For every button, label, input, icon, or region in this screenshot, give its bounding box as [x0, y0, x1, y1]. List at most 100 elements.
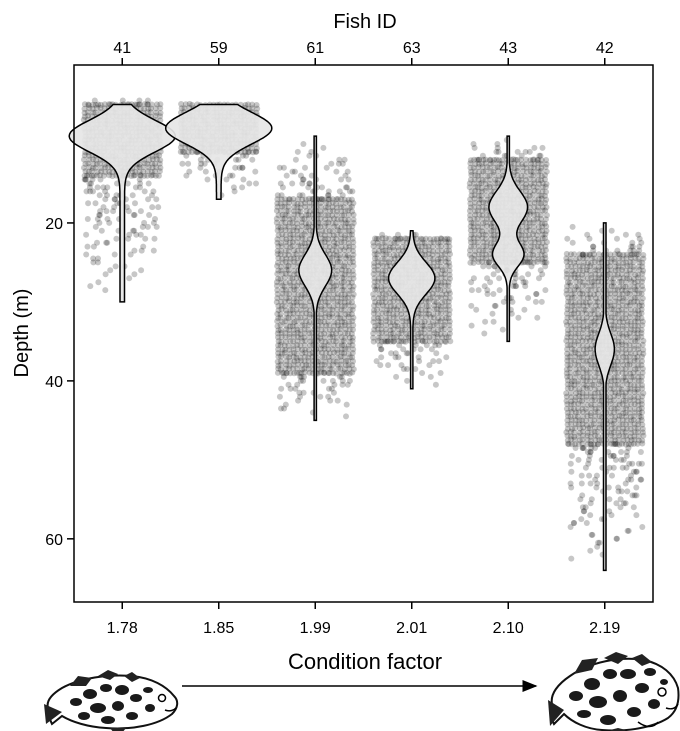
data-point: [128, 173, 135, 179]
data-point: [371, 275, 378, 282]
data-point: [277, 200, 284, 207]
data-point: [591, 251, 597, 258]
data-point: [282, 298, 288, 305]
data-point: [395, 338, 402, 344]
data-point: [386, 235, 393, 242]
data-point: [527, 200, 534, 207]
data-point: [81, 113, 88, 120]
data-point: [306, 180, 313, 187]
data-point: [472, 211, 479, 218]
data-point: [279, 211, 286, 218]
data-point: [510, 283, 517, 290]
data-point: [370, 239, 377, 246]
data-point: [542, 252, 548, 259]
data-point: [499, 157, 506, 164]
data-point: [468, 287, 475, 294]
data-point: [341, 275, 348, 282]
data-point: [480, 220, 487, 227]
data-point: [338, 212, 345, 219]
data-point: [343, 184, 349, 191]
data-point: [306, 307, 313, 314]
data-point: [325, 236, 332, 242]
data-point: [421, 240, 428, 246]
data-point: [631, 492, 638, 499]
data-point: [329, 353, 336, 360]
data-point: [85, 172, 92, 179]
data-point: [317, 200, 324, 207]
data-point: [134, 101, 140, 108]
data-point: [275, 338, 282, 345]
data-point: [350, 303, 357, 310]
data-point: [395, 298, 401, 305]
data-point: [148, 109, 154, 116]
data-point: [133, 164, 140, 171]
data-point: [373, 235, 380, 242]
data-point: [578, 472, 585, 479]
data-point: [339, 377, 346, 384]
data-point: [442, 330, 448, 337]
data-point: [378, 346, 384, 353]
data-point: [240, 176, 247, 183]
data-point: [274, 287, 281, 294]
data-point: [303, 212, 310, 218]
data-point: [136, 169, 143, 175]
data-point: [330, 338, 337, 345]
data-point: [95, 101, 102, 108]
data-point: [245, 101, 252, 108]
data-point: [430, 256, 437, 262]
data-point: [470, 235, 477, 242]
data-point: [294, 259, 301, 266]
data-point: [483, 251, 490, 258]
data-point: [390, 314, 397, 321]
data-point: [82, 168, 89, 175]
data-point: [525, 259, 532, 266]
data-point: [301, 342, 308, 349]
data-point: [80, 116, 87, 123]
data-point: [297, 393, 303, 400]
data-point: [350, 314, 357, 321]
data-point: [571, 251, 578, 258]
data-point: [105, 164, 112, 171]
data-point: [283, 315, 290, 321]
data-point: [541, 259, 548, 266]
data-point: [325, 291, 332, 298]
data-point: [197, 156, 204, 163]
data-point: [638, 476, 645, 483]
data-point: [96, 212, 103, 218]
data-point: [371, 307, 377, 314]
data-point: [96, 192, 103, 199]
data-point: [518, 156, 525, 163]
data-point: [85, 101, 92, 108]
data-point: [534, 243, 541, 250]
data-point: [327, 326, 333, 333]
data-point: [522, 173, 529, 179]
data-point: [476, 232, 483, 239]
data-point: [182, 144, 189, 151]
data-point: [306, 369, 313, 376]
data-point: [318, 299, 325, 305]
data-point: [434, 282, 441, 289]
data-point: [471, 239, 478, 246]
data-point: [95, 255, 101, 262]
data-point: [318, 306, 325, 313]
data-point: [412, 366, 419, 372]
data-point: [282, 211, 289, 218]
data-point: [346, 231, 353, 238]
data-point: [587, 480, 594, 487]
data-point: [326, 228, 333, 234]
data-point: [290, 299, 297, 306]
data-point: [620, 251, 627, 258]
data-point: [294, 239, 301, 246]
data-point: [286, 259, 293, 266]
data-point: [432, 342, 439, 349]
data-point: [236, 164, 243, 171]
data-point: [442, 255, 449, 262]
data-point: [441, 322, 448, 328]
data-point: [528, 160, 534, 167]
data-point: [321, 345, 328, 352]
data-point: [586, 251, 593, 258]
data-point: [81, 105, 88, 112]
data-point: [538, 177, 545, 184]
data-point: [638, 460, 645, 467]
data-point: [98, 168, 105, 175]
